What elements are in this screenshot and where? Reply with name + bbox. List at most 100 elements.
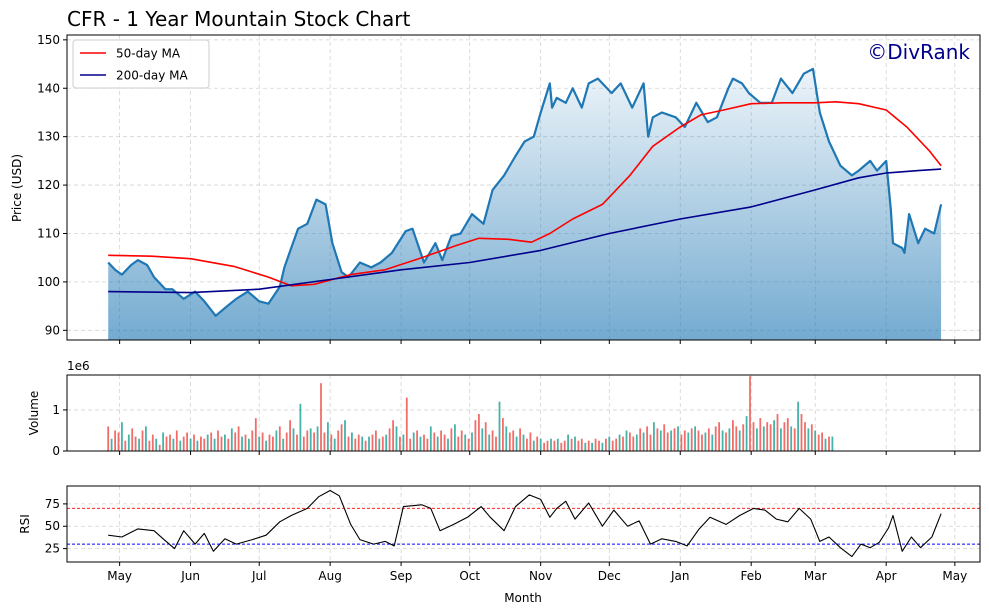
volume-bar (316, 426, 319, 451)
volume-bar (440, 430, 442, 451)
volume-bar (742, 424, 745, 451)
volume-bar (697, 430, 700, 451)
volume-bar (172, 438, 175, 451)
x-tick-label: May (942, 569, 967, 583)
price-mountain-area (108, 68, 942, 340)
volume-bar (131, 428, 134, 451)
volume-bar (594, 438, 597, 451)
volume-bar (683, 430, 686, 451)
price-panel: 90 100 110 120 130 140 150 Price (USD) ©DivRan… (10, 33, 981, 344)
x-tick-label: Sep (390, 569, 413, 583)
volume-bar (169, 434, 171, 451)
volume-bar (450, 428, 453, 451)
volume-bar (745, 416, 748, 451)
volume-bar (769, 424, 772, 451)
volume-bar (670, 430, 672, 451)
x-tick-label: Nov (529, 569, 552, 583)
volume-bar (471, 432, 473, 451)
volume-bar (714, 426, 717, 451)
volume-bar (824, 438, 827, 451)
volume-bar (508, 432, 511, 451)
x-tick-label: Apr (876, 569, 897, 583)
volume-bar (323, 432, 326, 451)
volume-bar (292, 428, 295, 451)
volume-bars (107, 376, 834, 451)
volume-bar (110, 438, 113, 451)
x-tick-label: Feb (741, 569, 762, 583)
volume-bar (563, 440, 566, 451)
volume-bar (656, 428, 659, 451)
rsi-y-axis-label: RSI (18, 514, 32, 534)
price-x-axis-ticks (119, 340, 956, 344)
volume-bar (265, 440, 267, 451)
volume-bar (220, 436, 223, 451)
volume-bar (752, 422, 755, 451)
volume-bar (598, 440, 600, 451)
volume-bar (261, 432, 264, 451)
volume-bar (309, 428, 312, 451)
volume-bar (193, 434, 195, 451)
watermark: ©DivRank (867, 40, 970, 64)
volume-bar (182, 436, 185, 451)
volume-bar (399, 436, 401, 451)
volume-bar (491, 430, 494, 451)
volume-bar (773, 420, 775, 451)
volume-bar (409, 438, 412, 451)
volume-bar (738, 430, 741, 451)
volume-bar (241, 436, 243, 451)
volume-bar (484, 422, 487, 451)
volume-bar (611, 440, 614, 451)
x-tick-label: Mar (804, 569, 827, 583)
volume-bar (330, 434, 333, 451)
volume-bar (275, 430, 278, 451)
volume-bar (210, 432, 213, 451)
x-tick-label: Oct (459, 569, 480, 583)
volume-bar (357, 434, 360, 451)
volume-bar (646, 426, 648, 451)
volume-bar (536, 436, 539, 451)
volume-bar (244, 434, 247, 451)
volume-bar (375, 430, 377, 451)
volume-y-axis-ticks: 01 (52, 403, 67, 458)
volume-bar (306, 430, 309, 451)
volume-bar (354, 438, 357, 451)
y-tick-label: 75 (45, 497, 60, 511)
volume-bar (776, 414, 779, 451)
volume-bar (419, 436, 422, 451)
volume-bar (196, 440, 199, 451)
volume-bar (378, 438, 381, 451)
volume-bar (797, 401, 799, 451)
volume-bar (625, 430, 628, 451)
volume-scale-label: 1e6 (67, 359, 90, 373)
volume-bar (186, 432, 188, 451)
volume-bar (622, 436, 624, 451)
volume-bar (529, 432, 532, 451)
volume-bar (145, 426, 147, 451)
price-plot-frame (66, 34, 981, 341)
volume-bar (790, 426, 793, 451)
volume-bar (368, 436, 370, 451)
volume-bar (502, 418, 504, 451)
volume-bar (285, 432, 288, 451)
volume-bar (337, 430, 340, 451)
volume-y-axis-label: Volume (27, 391, 41, 436)
rsi-reference-lines (67, 507, 980, 545)
volume-bar (464, 434, 467, 451)
ma200-line (108, 168, 942, 294)
volume-bar (121, 422, 123, 451)
volume-bar (127, 434, 130, 451)
volume-bar (756, 428, 758, 451)
volume-bar (728, 428, 731, 451)
volume-bar (272, 436, 274, 451)
volume-bar (821, 432, 823, 451)
volume-bar (474, 420, 477, 451)
y-tick-label: 140 (37, 81, 60, 95)
volume-bar (786, 418, 789, 451)
volume-bar (690, 428, 693, 451)
volume-bar (546, 440, 549, 451)
volume-bar (704, 432, 707, 451)
volume-bar (735, 426, 738, 451)
volume-bar (395, 426, 398, 451)
volume-bar (423, 434, 425, 451)
